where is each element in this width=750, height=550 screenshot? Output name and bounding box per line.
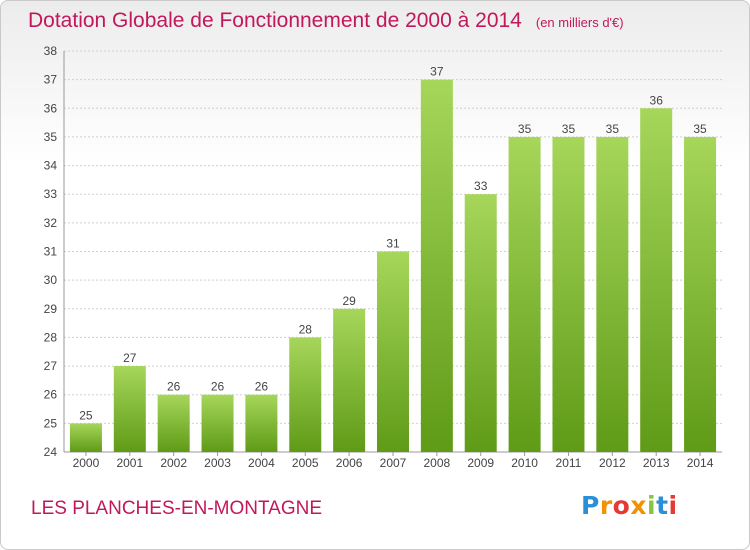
- y-tick-label: 31: [44, 245, 58, 259]
- data-label: 26: [255, 380, 269, 394]
- data-label: 28: [299, 322, 313, 336]
- y-tick-label: 30: [44, 273, 58, 287]
- bar: [333, 308, 366, 452]
- x-tick-label: 2000: [73, 456, 100, 470]
- bar: [640, 108, 673, 453]
- logo-letter: o: [612, 491, 631, 520]
- y-tick-label: 24: [44, 445, 58, 459]
- data-label: 31: [386, 237, 400, 251]
- data-label: 37: [430, 65, 444, 79]
- commune-name: LES PLANCHES-EN-MONTAGNE: [31, 498, 323, 519]
- data-label: 35: [693, 122, 707, 136]
- y-tick-label: 33: [44, 187, 58, 201]
- data-label: 25: [79, 408, 93, 422]
- x-tick-label: 2005: [292, 456, 319, 470]
- x-tick-label: 2014: [687, 456, 714, 470]
- logo-letter: x: [630, 491, 647, 520]
- bar: [508, 136, 541, 452]
- chart-title-text: Dotation Globale de Fonctionnement de 20…: [28, 9, 522, 32]
- chart-unit: (en milliers d'€): [535, 15, 624, 30]
- data-label: 26: [211, 380, 225, 394]
- y-tick-label: 35: [44, 130, 58, 144]
- bar: [113, 366, 146, 452]
- proxiti-logo[interactable]: Proxiti: [581, 491, 678, 520]
- y-tick-label: 28: [44, 330, 58, 344]
- y-tick-label: 27: [44, 359, 58, 373]
- x-tick-label: 2009: [467, 456, 494, 470]
- logo-letter: i: [647, 491, 657, 520]
- y-tick-label: 34: [44, 159, 58, 173]
- y-tick-label: 36: [44, 101, 58, 115]
- y-tick-label: 37: [44, 73, 58, 87]
- y-tick-label: 32: [44, 216, 58, 230]
- bar: [245, 394, 278, 452]
- data-label: 36: [650, 93, 664, 107]
- bar: [289, 337, 322, 452]
- bar: [552, 136, 585, 452]
- data-label: 35: [606, 122, 620, 136]
- data-label: 26: [167, 380, 181, 394]
- data-label: 27: [123, 351, 137, 365]
- chart-title: Dotation Globale de Fonctionnement de 20…: [28, 9, 624, 33]
- logo-letter: r: [599, 491, 613, 520]
- data-label: 35: [562, 122, 576, 136]
- x-tick-label: 2007: [380, 456, 407, 470]
- bar: [157, 394, 190, 452]
- data-label: 29: [342, 294, 356, 308]
- logo-letter: P: [581, 491, 600, 520]
- bar: [69, 423, 102, 452]
- logo-letter: i: [668, 491, 678, 520]
- x-tick-label: 2003: [204, 456, 231, 470]
- data-label: 33: [474, 179, 488, 193]
- x-axis: 2000 2001 2002 2003 2004 2005 2006 2007 2008 2009…: [73, 452, 714, 470]
- x-tick-label: 2013: [643, 456, 670, 470]
- x-tick-label: 2006: [336, 456, 363, 470]
- y-tick-label: 25: [44, 416, 58, 430]
- x-tick-label: 2001: [116, 456, 143, 470]
- bar: [377, 251, 409, 452]
- x-tick-label: 2012: [599, 456, 626, 470]
- data-label: 35: [518, 122, 532, 136]
- x-tick-label: 2010: [511, 456, 538, 470]
- y-tick-label: 26: [44, 388, 58, 402]
- x-tick-label: 2011: [556, 456, 582, 470]
- y-tick-label: 29: [44, 302, 58, 316]
- x-tick-label: 2004: [248, 456, 275, 470]
- bars: 25 27 26 26 26 28 29 31 37 33 35 35 35 36 35: [69, 65, 717, 453]
- y-tick-label: 38: [44, 44, 58, 58]
- x-tick-label: 2008: [424, 456, 451, 470]
- x-tick-label: 2002: [160, 456, 187, 470]
- bar: [464, 194, 497, 452]
- bar: [684, 136, 717, 452]
- bar: [201, 394, 234, 452]
- bar: [420, 79, 453, 453]
- logo-letter: t: [656, 491, 669, 520]
- bar: [596, 136, 629, 452]
